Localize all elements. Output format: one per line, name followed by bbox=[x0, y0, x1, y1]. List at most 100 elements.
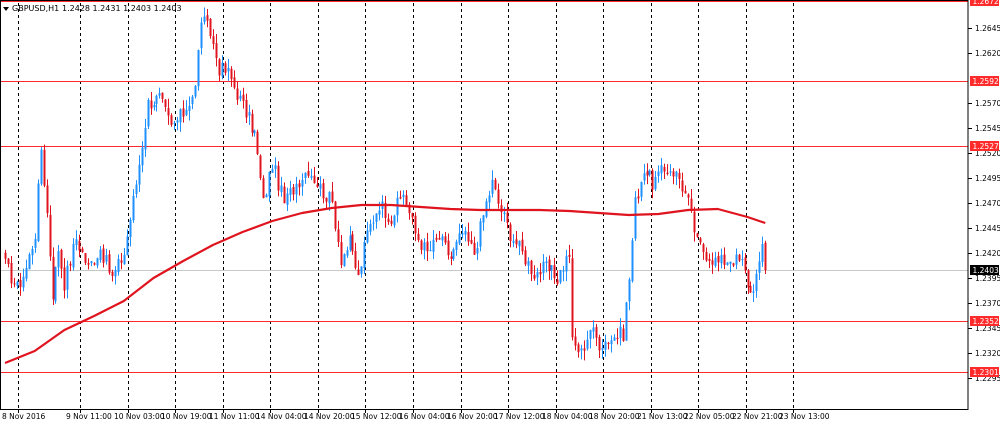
candle-body bbox=[225, 63, 227, 73]
candle-body bbox=[733, 263, 735, 265]
y-tick-label: 1.2545 bbox=[975, 124, 1000, 133]
candle-body bbox=[210, 19, 212, 36]
candle-body bbox=[750, 286, 752, 293]
candle-body bbox=[620, 327, 622, 338]
candle-body bbox=[644, 173, 646, 180]
candle-body bbox=[697, 233, 699, 236]
candle-body bbox=[676, 172, 678, 177]
candle-body bbox=[638, 196, 640, 198]
candle-body bbox=[246, 100, 248, 118]
candle-body bbox=[263, 178, 265, 198]
candle-body bbox=[311, 176, 313, 178]
candle-body bbox=[26, 268, 28, 279]
candle-body bbox=[213, 36, 215, 44]
candle-body bbox=[367, 230, 369, 242]
candle-body bbox=[370, 224, 372, 232]
chart-header: GBPUSD,H1 1.2428 1.2431 1.2403 1.2403 bbox=[3, 4, 182, 13]
chart-menu-chevron-icon[interactable] bbox=[3, 7, 9, 11]
candle-body bbox=[456, 242, 458, 250]
x-tick-label: 8 Nov 2016 bbox=[2, 412, 45, 421]
candle-body bbox=[590, 330, 592, 339]
candle-body bbox=[151, 101, 153, 109]
candle-body bbox=[14, 283, 16, 284]
current-price-label: 1.2403 bbox=[973, 266, 999, 275]
candle-body bbox=[284, 187, 286, 204]
x-tick-label: 14 Nov 20:00 bbox=[304, 412, 355, 421]
candle-body bbox=[97, 258, 99, 265]
candle-body bbox=[73, 244, 75, 268]
candle-body bbox=[379, 211, 381, 215]
candle-body bbox=[501, 205, 503, 212]
candle-body bbox=[82, 249, 84, 252]
candle-body bbox=[442, 236, 444, 240]
candle-body bbox=[700, 238, 702, 242]
candle-body bbox=[139, 165, 141, 185]
candle-body bbox=[504, 213, 506, 214]
candle-body bbox=[127, 236, 129, 255]
candle-body bbox=[234, 77, 236, 87]
candle-body bbox=[605, 342, 607, 350]
candle-body bbox=[388, 219, 390, 222]
candle-body bbox=[727, 262, 729, 265]
candle-body bbox=[142, 148, 144, 166]
candle-body bbox=[55, 267, 57, 301]
candle-body bbox=[453, 249, 455, 259]
candle-body bbox=[231, 69, 233, 79]
candle-body bbox=[667, 173, 669, 174]
x-tick-label: 22 Nov 05:00 bbox=[684, 412, 735, 421]
candle-body bbox=[706, 252, 708, 260]
candle-body bbox=[421, 240, 423, 249]
candle-body bbox=[522, 240, 524, 252]
y-tick-label: 1.2370 bbox=[975, 299, 1000, 308]
x-tick-label: 14 Nov 04:00 bbox=[256, 412, 307, 421]
candle-body bbox=[364, 242, 366, 268]
candle-body bbox=[177, 120, 179, 122]
x-tick-label: 22 Nov 21:00 bbox=[732, 412, 783, 421]
candle-body bbox=[64, 268, 66, 291]
candle-body bbox=[575, 337, 577, 346]
candle-body bbox=[694, 212, 696, 233]
x-tick-label: 10 Nov 03:00 bbox=[114, 412, 165, 421]
candle-body bbox=[180, 109, 182, 122]
candle-body bbox=[629, 280, 631, 302]
candle-body bbox=[352, 234, 354, 251]
candle-body bbox=[201, 23, 203, 49]
candle-body bbox=[655, 177, 657, 189]
candle-body bbox=[332, 192, 334, 202]
candle-body bbox=[406, 195, 408, 205]
candle-body bbox=[721, 255, 723, 263]
x-tick-label: 16 Nov 04:00 bbox=[399, 412, 450, 421]
candle-body bbox=[563, 271, 565, 272]
symbol-label: GBPUSD,H1 bbox=[12, 4, 59, 13]
candle-body bbox=[124, 255, 126, 264]
candle-body bbox=[400, 197, 402, 198]
candle-body bbox=[652, 170, 654, 189]
candle-body bbox=[192, 97, 194, 104]
candle-body bbox=[44, 150, 46, 186]
candle-body bbox=[498, 190, 500, 204]
candle-body bbox=[465, 231, 467, 235]
candle-body bbox=[53, 257, 55, 299]
level-price-label: 1.2592 bbox=[973, 77, 999, 86]
candle-body bbox=[130, 220, 132, 237]
candle-body bbox=[133, 196, 135, 220]
y-tick-label: 1.2445 bbox=[975, 224, 1000, 233]
candle-body bbox=[50, 215, 52, 257]
plot-frame bbox=[1, 1, 969, 410]
candle-body bbox=[448, 241, 450, 256]
candle-body bbox=[569, 255, 571, 257]
candle-body bbox=[216, 43, 218, 58]
candle-body bbox=[287, 194, 289, 205]
level-price-label: 1.2672 bbox=[973, 0, 999, 6]
candle-body bbox=[718, 256, 720, 262]
candle-body bbox=[495, 180, 497, 189]
candle-body bbox=[61, 250, 63, 269]
candle-body bbox=[424, 242, 426, 250]
candle-body bbox=[688, 195, 690, 198]
candle-body bbox=[358, 270, 360, 275]
candle-body bbox=[260, 156, 262, 178]
candle-body bbox=[712, 260, 714, 264]
candle-body bbox=[281, 185, 283, 192]
